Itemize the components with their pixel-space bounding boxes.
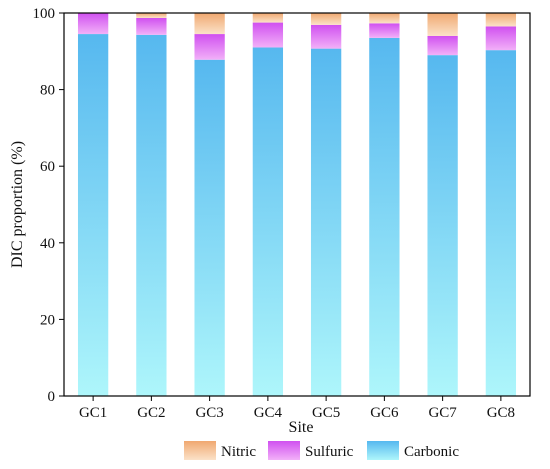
bar-carbonic-gc3 — [194, 59, 225, 396]
y-tick-label: 60 — [40, 159, 55, 175]
bar-nitric-gc5 — [310, 13, 342, 25]
legend-label-carbonic: Carbonic — [404, 444, 459, 460]
bar-carbonic-gc1 — [77, 34, 109, 397]
legend-swatch-sulfuric — [268, 441, 300, 460]
bar-sulfuric-gc1 — [77, 13, 109, 35]
bar-carbonic-gc7 — [427, 55, 458, 396]
bar-sulfuric-gc7 — [427, 35, 458, 56]
bar-sulfuric-gc6 — [369, 23, 400, 38]
bar-nitric-gc4 — [252, 13, 284, 23]
bar-carbonic-gc6 — [369, 37, 400, 396]
x-axis-title: Site — [289, 419, 314, 436]
bar-carbonic-gc5 — [310, 48, 342, 397]
x-tick-label-gc1: GC1 — [79, 405, 107, 421]
x-tick-label-gc2: GC2 — [137, 405, 165, 421]
y-tick-label: 40 — [40, 236, 55, 252]
legend-swatch-carbonic — [367, 441, 399, 460]
legend-label-sulfuric: Sulfuric — [305, 444, 354, 460]
bar-sulfuric-gc3 — [194, 34, 225, 60]
bar-sulfuric-gc2 — [136, 17, 167, 35]
bar-nitric-gc3 — [194, 13, 225, 35]
plot-area — [77, 13, 517, 397]
x-tick-label-gc5: GC5 — [312, 405, 340, 421]
bar-nitric-gc6 — [369, 13, 400, 24]
y-tick-label: 0 — [48, 389, 56, 405]
x-tick-label-gc6: GC6 — [370, 405, 399, 421]
x-tick-label-gc7: GC7 — [428, 405, 457, 421]
y-tick-label: 80 — [40, 83, 55, 99]
bar-nitric-gc8 — [485, 13, 517, 27]
y-axis-title: DIC proportion (%) — [9, 141, 26, 268]
bar-sulfuric-gc5 — [310, 24, 342, 49]
axes: 0 20 40 60 80 100 GC1 GC2 GC3 GC4 GC5 GC6 GC7 GC8 Site… — [9, 6, 531, 436]
plot-frame — [63, 12, 531, 397]
bar-carbonic-gc4 — [252, 47, 284, 396]
bar-nitric-gc7 — [427, 13, 458, 36]
bar-sulfuric-gc8 — [485, 26, 517, 51]
bar-nitric-gc2 — [136, 13, 167, 18]
y-tick-label: 20 — [40, 312, 55, 328]
legend-swatch-nitric — [184, 441, 216, 460]
x-tick-label-gc4: GC4 — [254, 405, 283, 421]
y-tick-label: 100 — [33, 6, 56, 22]
bar-carbonic-gc8 — [485, 50, 517, 397]
legend: Nitric Sulfuric Carbonic — [184, 441, 459, 460]
x-tick-label-gc3: GC3 — [195, 405, 223, 421]
bar-carbonic-gc2 — [136, 34, 167, 396]
legend-label-nitric: Nitric — [221, 444, 256, 460]
bar-sulfuric-gc4 — [252, 22, 284, 48]
x-tick-label-gc8: GC8 — [487, 405, 515, 421]
